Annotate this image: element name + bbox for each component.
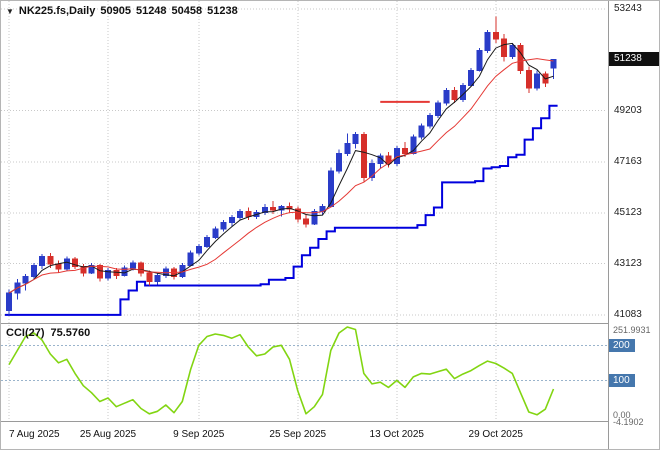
current-price-badge: 51238 [609,52,659,67]
ohlc-low: 50458 [171,5,203,17]
price-axis-label: 43123 [614,257,642,269]
price-axis-label: 45123 [614,207,642,219]
date-axis-label: 25 Sep 2025 [269,429,327,440]
cci-axis-label: 251.9931 [613,325,651,335]
ma-slow-line [8,58,554,294]
price-axis-label: 41083 [614,308,642,320]
symbol-name: NK225.fs,Daily [18,5,96,17]
ohlc-open: 50905 [100,5,131,17]
price-axis-label: 49203 [614,104,642,116]
date-axis-label: 7 Aug 2025 [9,429,60,440]
indicator-title: CCI(27) 75.5760 [6,327,90,339]
ohlc-close: 51238 [207,5,238,17]
indicator-value: 75.5760 [50,327,91,339]
date-axis-label: 13 Oct 2025 [369,429,424,440]
price-axis-label: 53243 [614,2,642,14]
date-axis-label: 25 Aug 2025 [79,429,137,440]
chart-title: ▼ NK225.fs,Daily 50905 51248 50458 51238 [6,5,238,17]
price-axis-label: 47163 [614,155,642,167]
axis-separator [1,421,659,422]
cci-indicator-line [8,326,555,416]
panel-separator[interactable] [1,323,659,324]
symbol-marker-icon: ▼ [6,6,14,16]
cci-level-badge: 100 [609,374,635,388]
candles-layer [6,16,557,315]
chart-canvas[interactable] [1,1,608,450]
cci-level-lines [1,344,607,381]
ohlc-high: 51248 [135,5,167,17]
ma-fast-line [8,42,554,294]
grid-layer [1,1,607,421]
indicator-name: CCI(27) [6,327,45,339]
date-axis-label: 29 Oct 2025 [468,429,523,440]
cci-axis-label: 0.00 [613,409,631,420]
time-scale[interactable]: 7 Aug 2025 25 Aug 2025 9 Sep 2025 25 Sep 20… [1,423,608,449]
date-axis-label: 9 Sep 2025 [173,429,225,440]
cci-axis-label: -4.1902 [613,416,644,427]
trailing-stop-line [4,104,558,316]
price-scale[interactable]: 53243 49203 47163 45123 43123 41083 51238 251.9… [608,1,659,449]
cci-level-badge: 200 [609,339,635,353]
